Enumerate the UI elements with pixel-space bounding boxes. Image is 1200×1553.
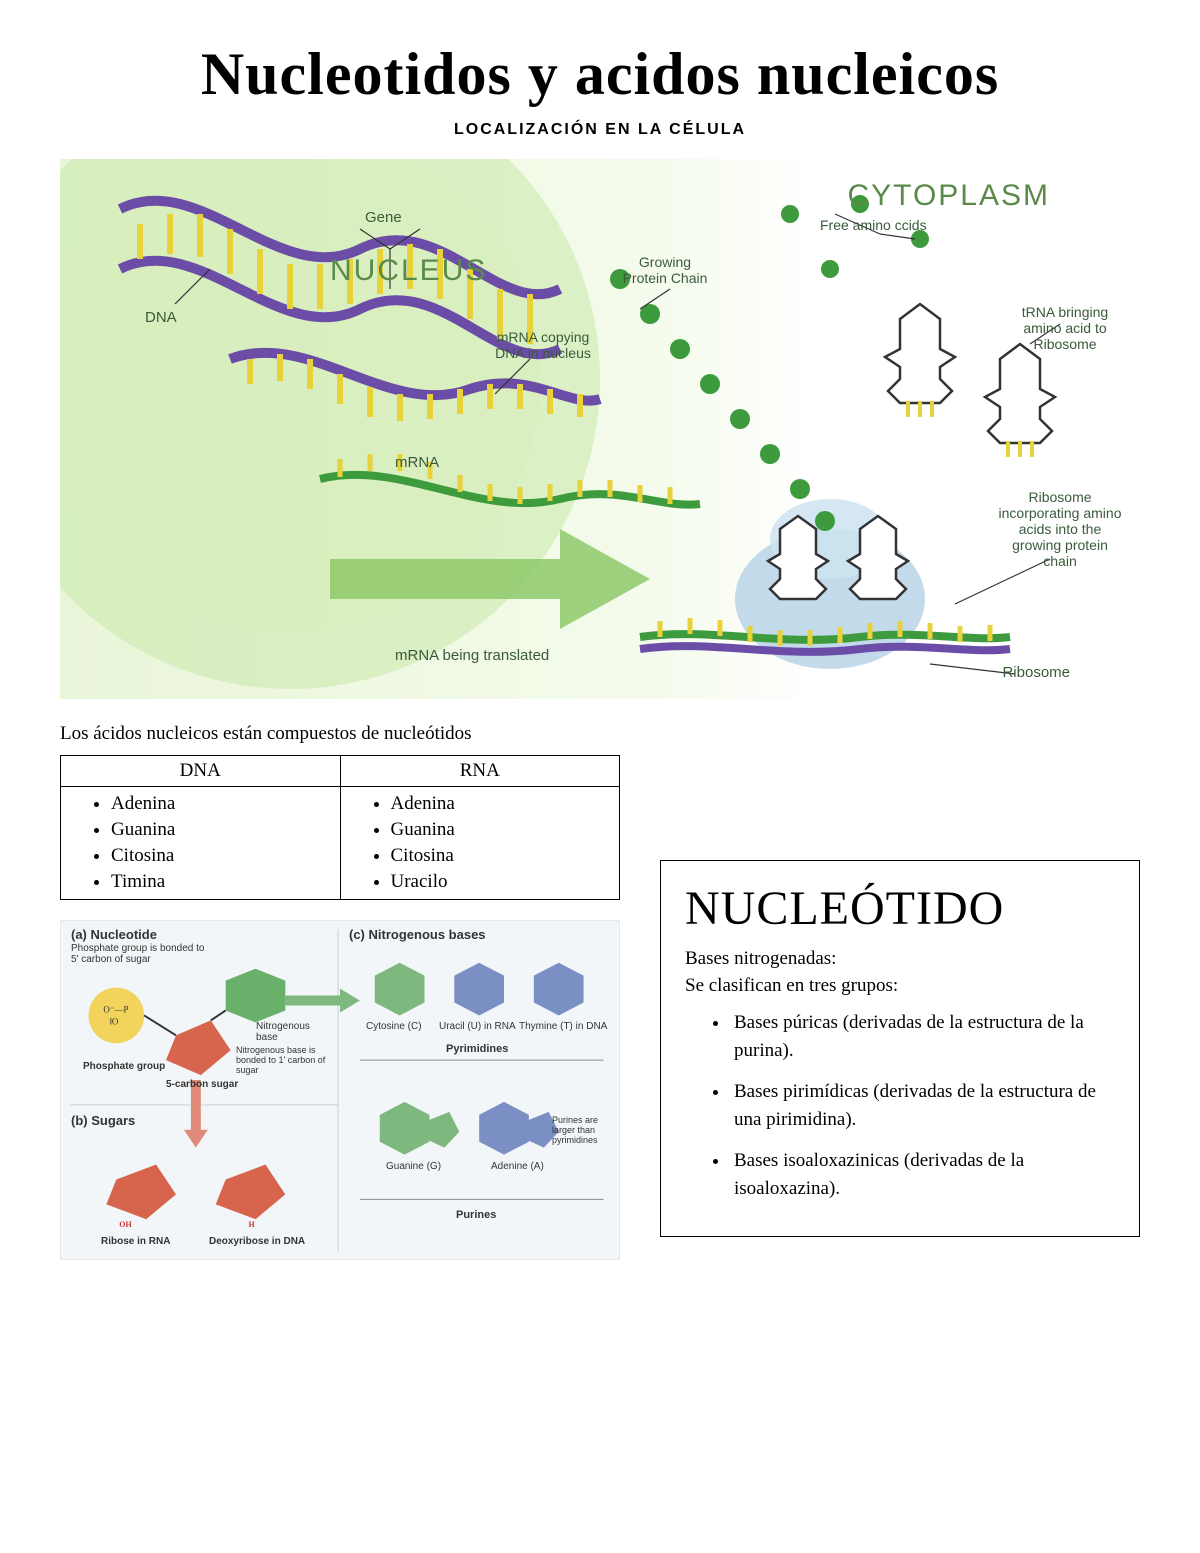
thymine-label: Thymine (T) in DNA <box>519 1021 607 1032</box>
nbase-label: Nitrogenous base <box>256 1021 321 1043</box>
panel-c-title: (c) Nitrogenous bases <box>349 927 486 942</box>
panel-a-title: (a) Nucleotide <box>71 927 157 942</box>
page-subtitle: LOCALIZACIÓN EN LA CÉLULA <box>60 121 1140 139</box>
table-cell: Adenina Guanina Citosina Timina <box>61 787 341 900</box>
adenine-label: Adenine (A) <box>491 1161 544 1172</box>
list-item: Guanina <box>391 817 610 843</box>
cell-diagram: NUCLEUS CYTOPLASM DNA Gene mRNA copying … <box>60 159 1140 699</box>
guanine-label: Guanine (G) <box>386 1161 441 1172</box>
list-item: Uracilo <box>391 869 610 895</box>
list-item: Citosina <box>391 843 610 869</box>
purines-caption: Purines are larger than pyrimidines <box>552 1116 607 1146</box>
nucleotido-sidebox: NUCLEÓTIDO Bases nitrogenadas: Se clasif… <box>660 860 1140 1237</box>
cytoplasm-label: CYTOPLASM <box>848 179 1051 213</box>
ribose-label: Ribose in RNA <box>101 1236 170 1247</box>
sugar-label: 5-carbon sugar <box>166 1079 238 1090</box>
cytosine-label: Cytosine (C) <box>366 1021 422 1032</box>
list-item: Citosina <box>111 843 330 869</box>
sidebox-item: Bases púricas (derivadas de la estructur… <box>730 1009 1115 1064</box>
panel-a-caption: Phosphate group is bonded to 5' carbon o… <box>71 943 211 965</box>
composition-table: DNA RNA Adenina Guanina Citosina Timina … <box>60 755 620 900</box>
svg-text:H: H <box>249 1220 256 1229</box>
sidebox-line1: Bases nitrogenadas: <box>685 946 1115 973</box>
intro-text: Los ácidos nucleicos están compuestos de… <box>60 723 1140 745</box>
nbase-caption: Nitrogenous base is bonded to 1' carbon … <box>236 1046 331 1076</box>
sidebox-title: NUCLEÓTIDO <box>685 881 1115 936</box>
svg-text:O⁻—P: O⁻—P <box>103 1004 128 1014</box>
mrna-label: mRNA <box>395 454 439 471</box>
table-header-rna: RNA <box>340 756 620 787</box>
growing-protein-label: Growing Protein Chain <box>615 254 715 286</box>
table-cell: Adenina Guanina Citosina Uracilo <box>340 787 620 900</box>
trna-bringing-label: tRNA bringing amino acid to Ribosome <box>1010 304 1120 352</box>
gene-label: Gene <box>365 209 402 226</box>
mrna-translated-label: mRNA being translated <box>395 647 549 664</box>
nucleus-label: NUCLEUS <box>330 254 487 288</box>
uracil-label: Uracil (U) in RNA <box>439 1021 516 1032</box>
page-title: Nucleotidos y acidos nucleicos <box>60 40 1140 109</box>
ribosome-label: Ribosome <box>1002 664 1070 681</box>
list-item: Adenina <box>391 791 610 817</box>
panel-b-title: (b) Sugars <box>71 1113 135 1128</box>
list-item: Timina <box>111 869 330 895</box>
molecular-diagram: O⁻—P ‖O OH H <box>60 920 620 1260</box>
phosphate-label: Phosphate group <box>83 1061 165 1072</box>
free-amino-label: Free amino ccids <box>820 217 927 233</box>
cell-diagram-svg <box>60 159 1140 699</box>
sidebox-line2: Se clasifican en tres grupos: <box>685 973 1115 1000</box>
ribosome-incorp-label: Ribosome incorporating amino acids into … <box>995 489 1125 569</box>
svg-text:OH: OH <box>119 1220 132 1229</box>
purines-label: Purines <box>456 1209 496 1221</box>
list-item: Adenina <box>111 791 330 817</box>
sidebox-item: Bases isoaloxazinicas (derivadas de la i… <box>730 1147 1115 1202</box>
mrna-copying-label: mRNA copying DNA in nucleus <box>488 329 598 361</box>
pyrimidines-label: Pyrimidines <box>446 1043 508 1055</box>
table-header-dna: DNA <box>61 756 341 787</box>
list-item: Guanina <box>111 817 330 843</box>
dna-label: DNA <box>145 309 177 326</box>
molecular-diagram-svg: O⁻—P ‖O OH H <box>61 921 619 1259</box>
sidebox-item: Bases pirimídicas (derivadas de la estru… <box>730 1078 1115 1133</box>
deoxy-label: Deoxyribose in DNA <box>209 1236 305 1247</box>
svg-text:‖O: ‖O <box>109 1016 119 1026</box>
